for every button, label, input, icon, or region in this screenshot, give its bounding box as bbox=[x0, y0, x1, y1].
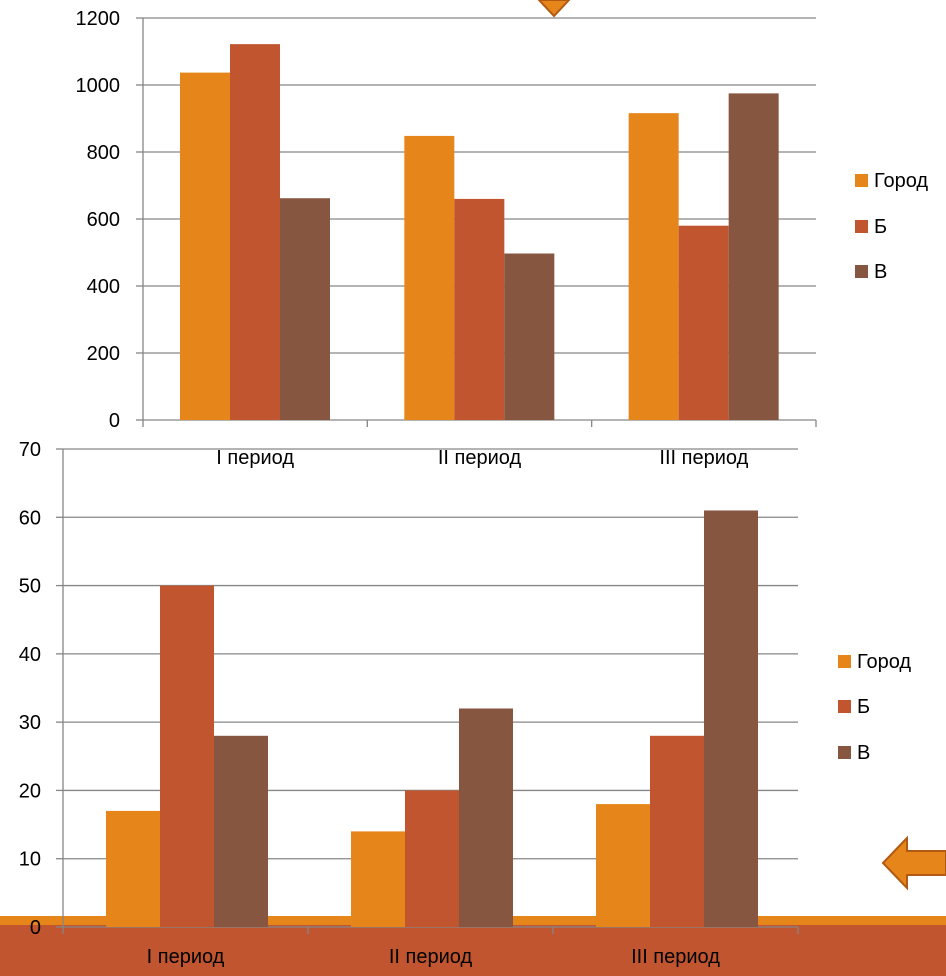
x-category-label: III период bbox=[659, 447, 748, 469]
y-tick-label: 0 bbox=[30, 917, 41, 939]
y-tick-label: 20 bbox=[19, 780, 41, 802]
legend-label-3: В bbox=[857, 742, 870, 764]
bar-1-series-3 bbox=[214, 735, 268, 927]
left-arrow-icon[interactable] bbox=[880, 830, 946, 896]
legend-swatch-1 bbox=[855, 174, 868, 187]
legend-label-2: Б bbox=[874, 216, 887, 238]
bar-2-series-3 bbox=[459, 708, 513, 927]
legend-label-2: Б bbox=[857, 696, 870, 718]
bar-1-series-2 bbox=[230, 44, 280, 420]
bar-3-series-2 bbox=[678, 225, 729, 420]
x-category-label: II период bbox=[438, 447, 522, 469]
y-tick-label: 400 bbox=[87, 276, 120, 298]
bar-2-series-2 bbox=[454, 198, 505, 420]
bar-3-series-1 bbox=[628, 113, 679, 420]
bar-2-series-2 bbox=[405, 790, 459, 927]
y-tick-label: 600 bbox=[87, 209, 120, 231]
bar-2-series-3 bbox=[504, 253, 555, 420]
bar-1-series-1 bbox=[180, 72, 230, 420]
bar-1-series-2 bbox=[160, 585, 214, 927]
chart-2: 0 10 20 30 40 50 60 70 I период II период III пери… bbox=[19, 439, 912, 968]
y-tick-label: 10 bbox=[19, 849, 41, 871]
bar-1-series-1 bbox=[106, 810, 160, 927]
y-tick-label: 60 bbox=[19, 507, 41, 529]
x-category-label: I период bbox=[147, 946, 225, 968]
bar-3-series-2 bbox=[650, 735, 704, 927]
legend-swatch-1 bbox=[838, 655, 851, 668]
legend-swatch-2 bbox=[855, 220, 868, 233]
y-tick-label: 1000 bbox=[76, 75, 121, 97]
bar-2-series-1 bbox=[404, 135, 455, 421]
legend-label-1: Город bbox=[874, 170, 928, 192]
bar-3-series-1 bbox=[596, 804, 650, 927]
x-category-label: I период bbox=[216, 447, 294, 469]
y-tick-label: 70 bbox=[19, 439, 41, 461]
y-tick-label: 0 bbox=[109, 410, 120, 432]
y-tick-label: 1200 bbox=[76, 8, 121, 30]
legend-label-3: В bbox=[874, 261, 887, 283]
bar-2-series-1 bbox=[351, 831, 405, 927]
legend-label-1: Город bbox=[857, 651, 911, 673]
bar-3-series-3 bbox=[704, 510, 758, 927]
legend-swatch-3 bbox=[855, 265, 868, 278]
chart-1: 0 200 400 600 800 1000 1200 I период II период II… bbox=[76, 8, 929, 469]
y-tick-label: 40 bbox=[19, 644, 41, 666]
legend-swatch-2 bbox=[838, 700, 851, 713]
legend-swatch-3 bbox=[838, 746, 851, 759]
y-tick-label: 800 bbox=[87, 142, 120, 164]
x-category-label: III период bbox=[631, 946, 720, 968]
bar-1-series-3 bbox=[280, 198, 330, 420]
down-arrow-icon[interactable] bbox=[537, 0, 571, 18]
y-tick-label: 50 bbox=[19, 576, 41, 598]
y-tick-label: 30 bbox=[19, 712, 41, 734]
x-category-label: II период bbox=[389, 946, 473, 968]
bottom-decorative-band bbox=[0, 921, 946, 976]
y-tick-label: 200 bbox=[87, 343, 120, 365]
bar-3-series-3 bbox=[728, 93, 779, 420]
